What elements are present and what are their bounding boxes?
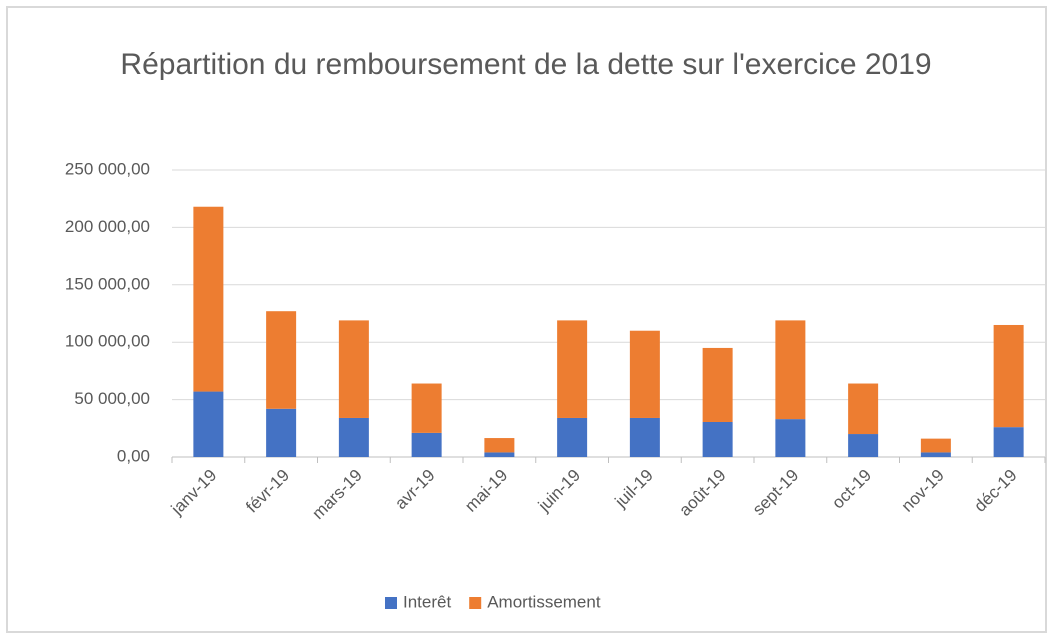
bar-segment xyxy=(629,330,660,418)
chart-frame xyxy=(6,6,1047,633)
bar-segment xyxy=(484,452,515,457)
bar-segment xyxy=(848,383,879,435)
y-tick-label: 150 000,00 xyxy=(65,274,150,293)
bar-segment xyxy=(848,434,879,457)
y-tick-label: 100 000,00 xyxy=(65,332,150,351)
bar-segment xyxy=(920,452,951,457)
bar-segment xyxy=(993,427,1024,457)
bar-segment xyxy=(920,438,951,453)
bar-segment xyxy=(411,432,442,457)
y-tick-label: 200 000,00 xyxy=(65,217,150,236)
bar-segment xyxy=(411,383,442,433)
bar-segment xyxy=(993,324,1024,428)
y-tick-label: 50 000,00 xyxy=(74,389,150,408)
bar-segment xyxy=(193,206,224,392)
legend-swatch xyxy=(469,597,482,609)
bar-segment xyxy=(629,417,660,457)
bar-segment xyxy=(775,419,806,457)
bar-segment xyxy=(266,311,297,409)
bar-segment xyxy=(338,320,369,418)
legend-swatch xyxy=(385,597,397,609)
bar-segment xyxy=(702,347,733,422)
chart-title: Répartition du remboursement de la dette… xyxy=(120,48,932,81)
bar-segment xyxy=(557,320,588,418)
y-tick-label: 0,00 xyxy=(117,446,150,465)
y-tick-label: 250 000,00 xyxy=(65,159,150,178)
bar-segment xyxy=(484,438,515,453)
bar-segment xyxy=(338,417,369,457)
legend-label: Interêt xyxy=(403,592,451,611)
bar-segment xyxy=(193,391,224,457)
bar-segment xyxy=(266,408,297,457)
bar-segment xyxy=(557,417,588,457)
bar-segment xyxy=(702,421,733,457)
bar-segment xyxy=(775,320,806,420)
legend-label: Amortissement xyxy=(487,592,601,611)
